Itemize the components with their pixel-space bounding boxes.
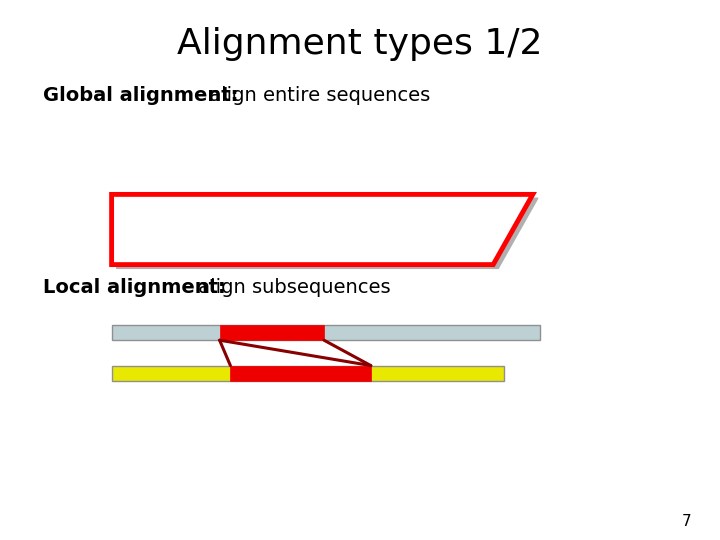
Bar xyxy=(112,366,504,381)
Polygon shape xyxy=(112,194,533,265)
Text: Alignment types 1/2: Alignment types 1/2 xyxy=(177,27,543,61)
Polygon shape xyxy=(117,198,538,268)
Text: align entire sequences: align entire sequences xyxy=(203,86,431,105)
Text: Global alignment:: Global alignment: xyxy=(43,86,238,105)
Text: Local alignment:: Local alignment: xyxy=(43,278,226,297)
Bar xyxy=(220,325,324,340)
Bar xyxy=(112,325,540,340)
Text: 7: 7 xyxy=(682,514,691,529)
Bar xyxy=(230,366,371,381)
Text: align subsequences: align subsequences xyxy=(192,278,391,297)
